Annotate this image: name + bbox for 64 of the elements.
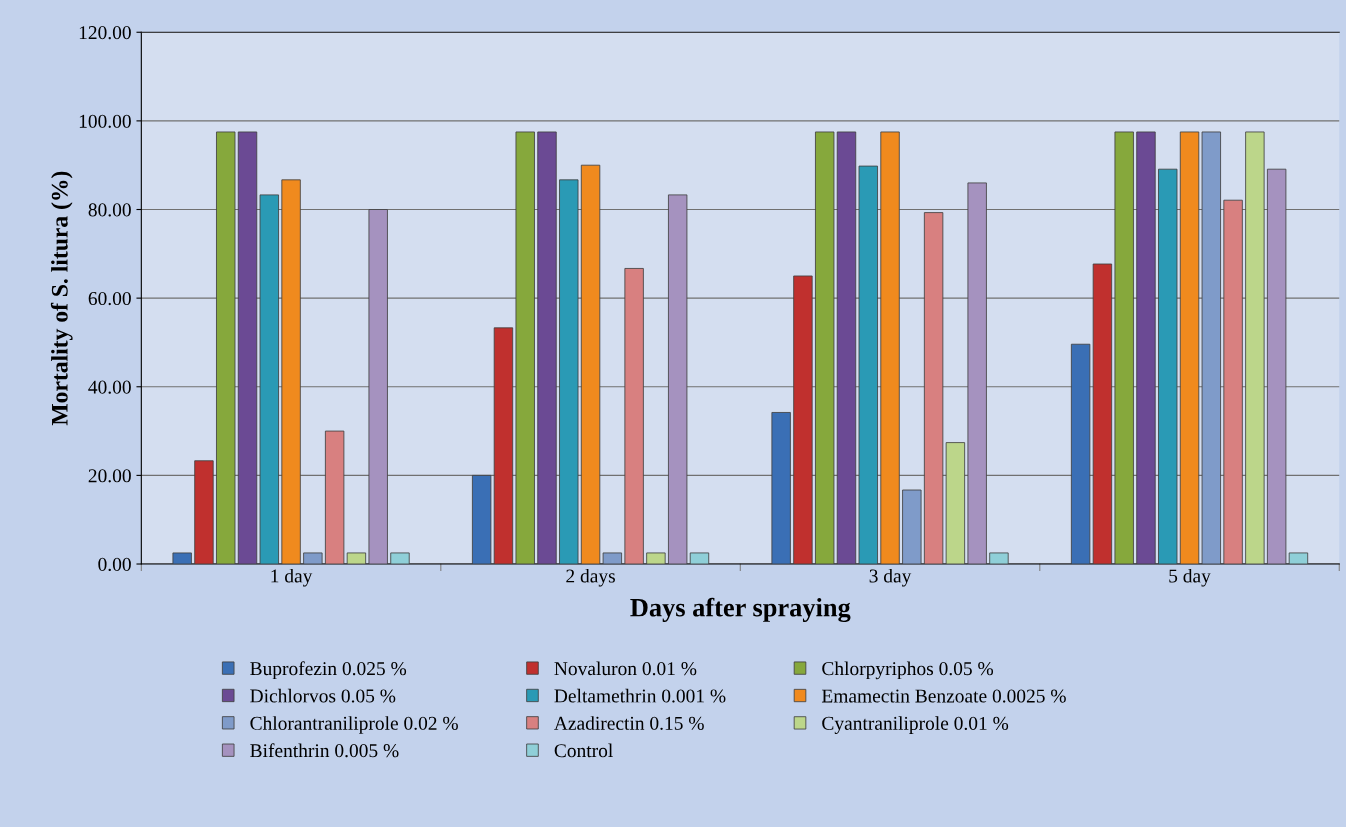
bar (1223, 199, 1243, 565)
y-tick-label: 0.00 (98, 557, 131, 572)
bar (602, 552, 623, 565)
bar (346, 552, 367, 565)
x-tick-label: 3 day (869, 568, 912, 587)
legend-label: Control (554, 743, 613, 758)
legend-label: Novaluron 0.01 % (554, 661, 697, 676)
bar (537, 131, 557, 565)
bar (858, 165, 878, 565)
x-tick-label: 2 days (566, 568, 615, 587)
y-tick-label: 60.00 (88, 291, 131, 306)
bar (689, 552, 710, 565)
bar (1179, 131, 1200, 565)
x-tick-label: 1 day (271, 568, 313, 587)
bar (1288, 552, 1309, 565)
bar (646, 552, 666, 565)
bar (237, 131, 258, 565)
legend-label: Bifenthrin 0.005 % (250, 743, 399, 758)
legend-label: Dichlorvos 0.05 % (250, 688, 396, 703)
bar (515, 131, 535, 565)
y-tick-label: 100.00 (79, 114, 131, 128)
bar (324, 430, 345, 565)
bar (902, 489, 922, 565)
bar (281, 179, 301, 565)
bar (1158, 168, 1178, 565)
bar (172, 552, 192, 565)
legend-label: Chlorpyriphos 0.05 % (822, 661, 994, 680)
bar (815, 131, 835, 565)
bar (368, 209, 388, 565)
bar (771, 412, 791, 565)
legend-label: Chlorantraniliprole 0.02 % (250, 716, 458, 734)
bar (493, 327, 514, 565)
bar (793, 275, 813, 565)
legend-label: Deltamethrin 0.001 % (554, 688, 726, 703)
bar (836, 131, 857, 565)
x-tick-label: 5 day (1169, 568, 1211, 587)
bar (1245, 131, 1265, 565)
legend-label: Emamectin Benzoate 0.0025 % (821, 689, 1066, 703)
y-tick-label: 20.00 (88, 469, 131, 483)
bar (668, 194, 688, 565)
legend-label: Buprofezin 0.025 % (250, 661, 407, 680)
bar (1136, 131, 1156, 565)
y-tick-label: 120.00 (79, 26, 131, 40)
y-tick-label: 40.00 (88, 380, 131, 394)
bar (216, 131, 236, 565)
bar (1114, 131, 1134, 565)
x-axis-title: Days after spraying (630, 597, 851, 623)
bar (967, 182, 987, 565)
bar (303, 552, 323, 565)
bar (989, 552, 1009, 565)
bar (259, 194, 279, 565)
legend-label: Azadirectin 0.15 % (554, 716, 704, 730)
y-tick-label: 80.00 (88, 203, 131, 217)
bar (1201, 131, 1221, 565)
bar (194, 460, 214, 565)
bar (559, 179, 579, 565)
bar (580, 164, 601, 565)
legend-label: Cyantraniliprole 0.01 % (822, 716, 1009, 734)
bar (471, 474, 492, 565)
bar (624, 268, 644, 565)
bar (1266, 168, 1287, 565)
bar (390, 552, 410, 565)
y-axis-title: Mortality of S. litura (%) (50, 171, 73, 426)
bar (880, 131, 900, 565)
